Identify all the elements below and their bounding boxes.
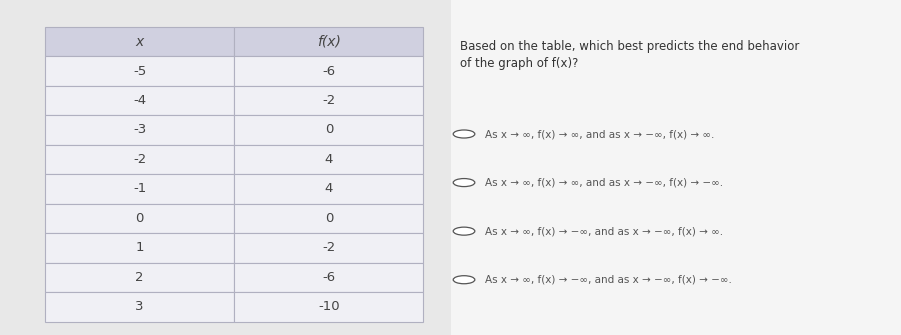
- FancyBboxPatch shape: [45, 27, 234, 56]
- FancyBboxPatch shape: [234, 263, 423, 292]
- Text: 1: 1: [135, 242, 144, 254]
- FancyBboxPatch shape: [45, 86, 234, 115]
- Text: 4: 4: [324, 153, 333, 166]
- FancyBboxPatch shape: [234, 27, 423, 56]
- FancyBboxPatch shape: [45, 233, 234, 263]
- FancyBboxPatch shape: [45, 56, 234, 86]
- Text: -2: -2: [323, 242, 335, 254]
- Text: Based on the table, which best predicts the end behavior
of the graph of f(x)?: Based on the table, which best predicts …: [460, 40, 799, 70]
- FancyBboxPatch shape: [234, 292, 423, 322]
- Circle shape: [453, 179, 475, 187]
- Text: -4: -4: [133, 94, 146, 107]
- FancyBboxPatch shape: [234, 86, 423, 115]
- Text: As x → ∞, f(x) → ∞, and as x → −∞, f(x) → ∞.: As x → ∞, f(x) → ∞, and as x → −∞, f(x) …: [485, 129, 714, 139]
- Circle shape: [453, 130, 475, 138]
- Text: -5: -5: [133, 65, 146, 77]
- Text: -2: -2: [323, 94, 335, 107]
- FancyBboxPatch shape: [234, 56, 423, 86]
- Text: -2: -2: [133, 153, 146, 166]
- Text: -6: -6: [323, 65, 335, 77]
- Text: As x → ∞, f(x) → −∞, and as x → −∞, f(x) → −∞.: As x → ∞, f(x) → −∞, and as x → −∞, f(x)…: [485, 275, 732, 285]
- Text: x: x: [135, 35, 144, 49]
- Text: 3: 3: [135, 300, 144, 313]
- FancyBboxPatch shape: [45, 115, 234, 145]
- Text: 4: 4: [324, 183, 333, 195]
- Text: 0: 0: [324, 212, 333, 225]
- FancyBboxPatch shape: [45, 145, 234, 174]
- Text: 2: 2: [135, 271, 144, 284]
- FancyBboxPatch shape: [45, 174, 234, 204]
- Circle shape: [453, 227, 475, 235]
- FancyBboxPatch shape: [45, 263, 234, 292]
- FancyBboxPatch shape: [234, 115, 423, 145]
- FancyBboxPatch shape: [27, 13, 432, 325]
- FancyBboxPatch shape: [234, 145, 423, 174]
- Text: As x → ∞, f(x) → −∞, and as x → −∞, f(x) → ∞.: As x → ∞, f(x) → −∞, and as x → −∞, f(x)…: [485, 226, 723, 236]
- Text: As x → ∞, f(x) → ∞, and as x → −∞, f(x) → −∞.: As x → ∞, f(x) → ∞, and as x → −∞, f(x) …: [485, 178, 723, 188]
- Circle shape: [453, 276, 475, 284]
- FancyBboxPatch shape: [234, 204, 423, 233]
- FancyBboxPatch shape: [45, 292, 234, 322]
- Text: -6: -6: [323, 271, 335, 284]
- Text: f(x): f(x): [317, 35, 341, 49]
- FancyBboxPatch shape: [45, 204, 234, 233]
- Text: 0: 0: [135, 212, 144, 225]
- Text: 0: 0: [324, 124, 333, 136]
- FancyBboxPatch shape: [234, 174, 423, 204]
- FancyBboxPatch shape: [450, 0, 901, 335]
- FancyBboxPatch shape: [234, 233, 423, 263]
- Text: -1: -1: [133, 183, 146, 195]
- Text: -3: -3: [133, 124, 146, 136]
- Text: -10: -10: [318, 300, 340, 313]
